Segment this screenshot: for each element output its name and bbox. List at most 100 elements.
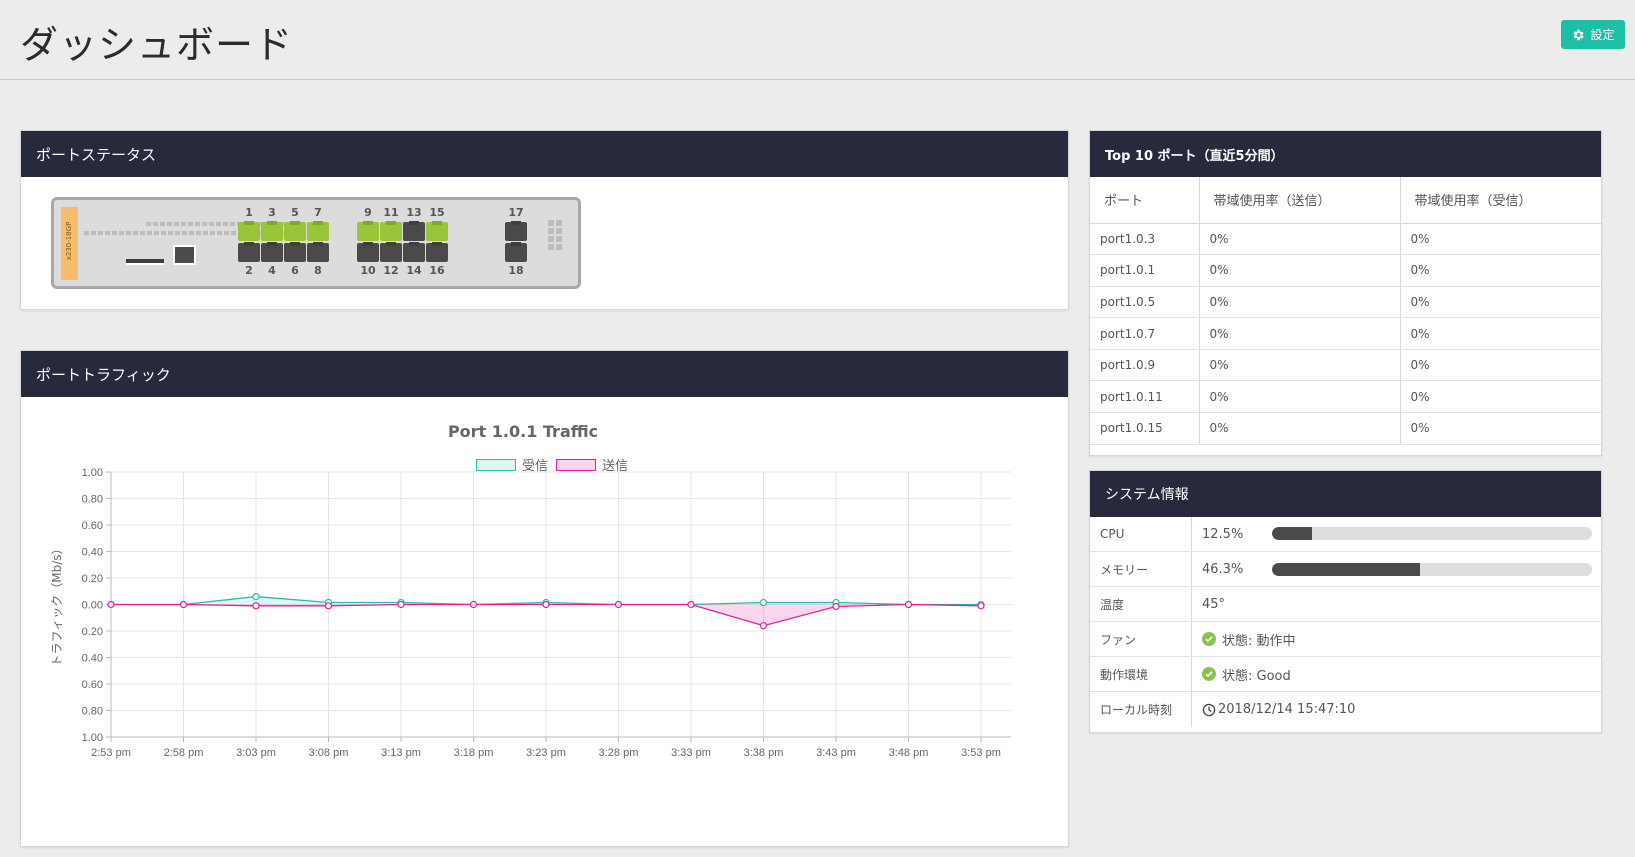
clock-icon bbox=[1202, 703, 1216, 716]
port-cell: port1.0.7 bbox=[1090, 317, 1200, 350]
x-tick-label: 3:43 pm bbox=[816, 747, 856, 759]
tx-cell: 0% bbox=[1199, 286, 1401, 319]
port-2[interactable] bbox=[238, 243, 260, 262]
memory-bar-fill bbox=[1272, 563, 1421, 576]
y-tick-label: 1.00 bbox=[82, 732, 103, 744]
port-10[interactable] bbox=[357, 243, 379, 262]
port-13[interactable] bbox=[403, 222, 425, 241]
port-cell: port1.0.5 bbox=[1090, 286, 1200, 319]
table-row: port1.0.9 0% 0% bbox=[1090, 349, 1601, 382]
port-number-label: 2 bbox=[245, 264, 253, 277]
data-point bbox=[179, 600, 188, 609]
port-number-label: 10 bbox=[360, 264, 376, 277]
memory-value: 46.3% bbox=[1202, 561, 1244, 577]
table-row: port1.0.15 0% 0% bbox=[1090, 412, 1601, 445]
port-8[interactable] bbox=[307, 243, 329, 262]
y-tick-label: 0.60 bbox=[82, 679, 103, 691]
port-cell: port1.0.3 bbox=[1090, 223, 1200, 256]
port-4[interactable] bbox=[261, 243, 283, 262]
x-tick-label: 3:38 pm bbox=[744, 747, 784, 759]
port-number-label: 11 bbox=[383, 206, 399, 219]
port-number-label: 12 bbox=[383, 264, 399, 277]
port-3[interactable] bbox=[261, 222, 283, 241]
traffic-chart: 1.00 0.80 0.60 0.40 0.20 0.00 0.20 0.40 0.60 0.80… bbox=[50, 467, 1011, 759]
legend-rx-swatch bbox=[476, 458, 516, 471]
port-number-label: 6 bbox=[291, 264, 299, 277]
col-rx: 帯域使用率（受信） bbox=[1400, 177, 1601, 224]
cpu-label: CPU bbox=[1090, 517, 1192, 551]
chart-title: Port 1.0.1 Traffic bbox=[447, 422, 599, 441]
port-number-label: 13 bbox=[406, 206, 422, 219]
rx-cell: 0% bbox=[1400, 380, 1601, 414]
data-point bbox=[252, 592, 260, 601]
port-9[interactable] bbox=[357, 222, 379, 241]
port-11[interactable] bbox=[380, 222, 402, 241]
port-5[interactable] bbox=[284, 222, 306, 241]
y-tick-label: 0.20 bbox=[82, 573, 103, 585]
cpu-value: 12.5% bbox=[1202, 526, 1244, 542]
data-point bbox=[759, 622, 768, 630]
data-point bbox=[252, 602, 260, 610]
series-area-1 bbox=[111, 604, 981, 626]
settings-button[interactable]: 設定 bbox=[1561, 20, 1625, 49]
y-tick-label: 0.60 bbox=[82, 520, 103, 532]
table-row: port1.0.7 0% 0% bbox=[1090, 317, 1601, 350]
time-row: ローカル時刻 2018/12/14 15:47:10 bbox=[1090, 692, 1601, 727]
fan-vent bbox=[548, 220, 562, 250]
settings-label: 設定 bbox=[1590, 28, 1615, 42]
port-cell: port1.0.9 bbox=[1090, 349, 1200, 382]
port-number-label: 14 bbox=[406, 264, 422, 277]
port-status-title: ポートステータス bbox=[21, 131, 1068, 177]
data-point bbox=[542, 600, 550, 609]
model-label: x230-18GP bbox=[65, 221, 73, 261]
port-1[interactable] bbox=[238, 222, 260, 241]
port-16[interactable] bbox=[426, 243, 448, 262]
port-14[interactable] bbox=[403, 243, 425, 262]
tx-cell: 0% bbox=[1199, 254, 1401, 287]
fan-label: ファン bbox=[1090, 622, 1192, 656]
top10-header-row: ポート 帯域使用率（送信） 帯域使用率（受信） bbox=[1090, 177, 1601, 224]
port-number-label: 1 bbox=[245, 206, 253, 219]
port-6[interactable] bbox=[284, 243, 306, 262]
legend-tx[interactable]: 送信 bbox=[556, 455, 628, 474]
y-tick-label: 1.00 bbox=[82, 467, 103, 479]
x-tick-label: 3:53 pm bbox=[961, 747, 1001, 759]
port-cell: port1.0.1 bbox=[1090, 254, 1200, 287]
data-point bbox=[324, 602, 333, 610]
legend-rx[interactable]: 受信 bbox=[476, 455, 548, 474]
port-18[interactable] bbox=[505, 243, 527, 262]
x-tick-label: 2:58 pm bbox=[164, 747, 204, 759]
col-port: ポート bbox=[1090, 177, 1200, 224]
data-point bbox=[832, 602, 840, 611]
table-row: port1.0.3 0% 0% bbox=[1090, 223, 1601, 256]
col-tx: 帯域使用率（送信） bbox=[1199, 177, 1401, 224]
x-tick-label: 3:48 pm bbox=[889, 747, 929, 759]
port-7[interactable] bbox=[307, 222, 329, 241]
tx-cell: 0% bbox=[1199, 412, 1401, 445]
data-point bbox=[397, 600, 405, 609]
x-tick-label: 3:23 pm bbox=[526, 747, 566, 759]
data-point bbox=[759, 598, 768, 607]
port-15[interactable] bbox=[426, 222, 448, 241]
y-tick-label: 0.80 bbox=[82, 706, 103, 718]
cpu-row: CPU 12.5% bbox=[1090, 517, 1601, 552]
port-number-label: 5 bbox=[291, 206, 299, 219]
y-tick-label: 0.80 bbox=[82, 494, 103, 506]
tx-cell: 0% bbox=[1199, 223, 1401, 256]
tx-cell: 0% bbox=[1199, 317, 1401, 350]
port-traffic-panel: ポートトラフィック Port 1.0.1 Traffic 受信 送信 1.00 0… bbox=[20, 350, 1069, 847]
port-17[interactable] bbox=[505, 222, 527, 241]
rx-cell: 0% bbox=[1400, 254, 1601, 287]
cpu-bar bbox=[1272, 527, 1592, 540]
env-row: 動作環境 状態: Good bbox=[1090, 657, 1601, 692]
temp-label: 温度 bbox=[1090, 587, 1192, 621]
table-row: port1.0.11 0% 0% bbox=[1090, 380, 1601, 414]
data-point bbox=[904, 600, 913, 609]
env-label: 動作環境 bbox=[1090, 657, 1192, 691]
data-point bbox=[687, 600, 695, 609]
model-strip: x230-18GP bbox=[61, 207, 78, 280]
data-point bbox=[614, 600, 623, 609]
cpu-bar-fill bbox=[1272, 527, 1312, 540]
port-12[interactable] bbox=[380, 243, 402, 262]
x-tick-label: 3:03 pm bbox=[236, 747, 276, 759]
